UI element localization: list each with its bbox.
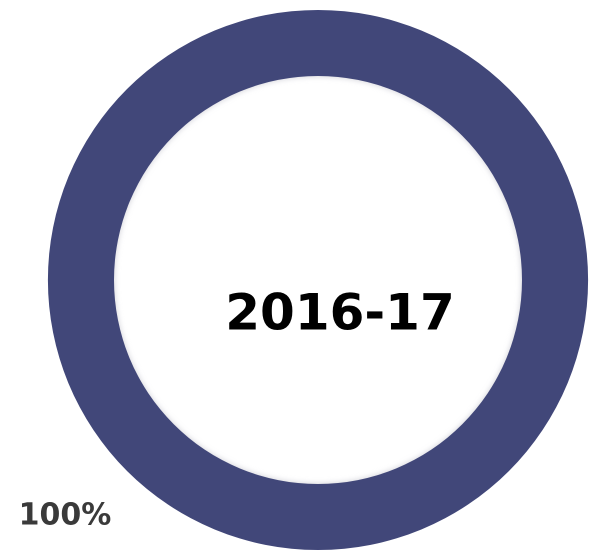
donut-slice (47, 9, 589, 551)
data-label: 100% (19, 498, 112, 533)
slices (47, 9, 589, 551)
hole-shadow (110, 72, 526, 488)
center-label: 2016-17 (225, 284, 455, 342)
